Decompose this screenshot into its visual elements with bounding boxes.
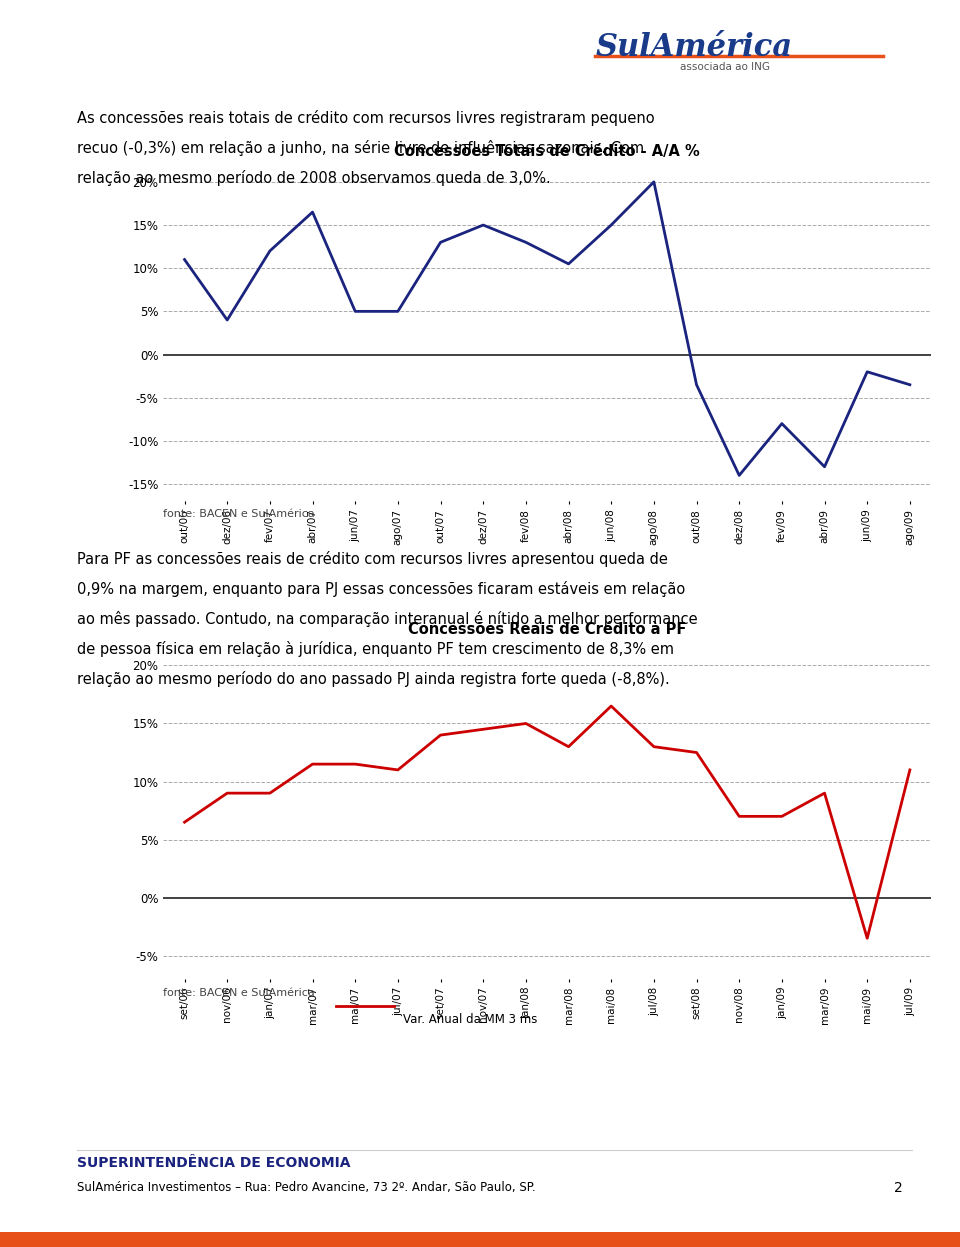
Text: SUPERINTENDÊNCIA DE ECONOMIA: SUPERINTENDÊNCIA DE ECONOMIA [77,1156,350,1170]
Text: SulAmérica: SulAmérica [595,32,792,64]
Text: de pessoa física em relação à jurídica, enquanto PF tem crescimento de 8,3% em: de pessoa física em relação à jurídica, … [77,641,674,657]
Text: recuo (-0,3%) em relação a junho, na série livre de influências sazonais. Com: recuo (-0,3%) em relação a junho, na sér… [77,140,644,156]
Text: 0,9% na margem, enquanto para PJ essas concessões ficaram estáveis em relação: 0,9% na margem, enquanto para PJ essas c… [77,581,685,597]
Text: fonte: BACEN e SulAmérica: fonte: BACEN e SulAmérica [163,988,315,998]
Text: relação ao mesmo período de 2008 observamos queda de 3,0%.: relação ao mesmo período de 2008 observa… [77,170,550,186]
Title: Concessões Totais de Crédito - A/A %: Concessões Totais de Crédito - A/A % [395,145,700,160]
Text: Para PF as concessões reais de crédito com recursos livres apresentou queda de: Para PF as concessões reais de crédito c… [77,551,667,567]
Text: As concessões reais totais de crédito com recursos livres registraram pequeno: As concessões reais totais de crédito co… [77,110,655,126]
Text: ao mês passado. Contudo, na comparação interanual é nítido a melhor performance: ao mês passado. Contudo, na comparação i… [77,611,697,627]
Text: Var. Anual da MM 3 ms: Var. Anual da MM 3 ms [403,1013,538,1025]
Title: Concessões Reais de Crédito à PF: Concessões Reais de Crédito à PF [408,622,686,637]
Text: relação ao mesmo período do ano passado PJ ainda registra forte queda (-8,8%).: relação ao mesmo período do ano passado … [77,671,669,687]
Text: associada ao ING: associada ao ING [680,62,770,72]
Text: 2: 2 [894,1181,902,1195]
Text: fonte: BACEN e SulAmérica: fonte: BACEN e SulAmérica [163,509,315,519]
Text: SulAmérica Investimentos – Rua: Pedro Avancine, 73 2º. Andar, São Paulo, SP.: SulAmérica Investimentos – Rua: Pedro Av… [77,1181,536,1193]
